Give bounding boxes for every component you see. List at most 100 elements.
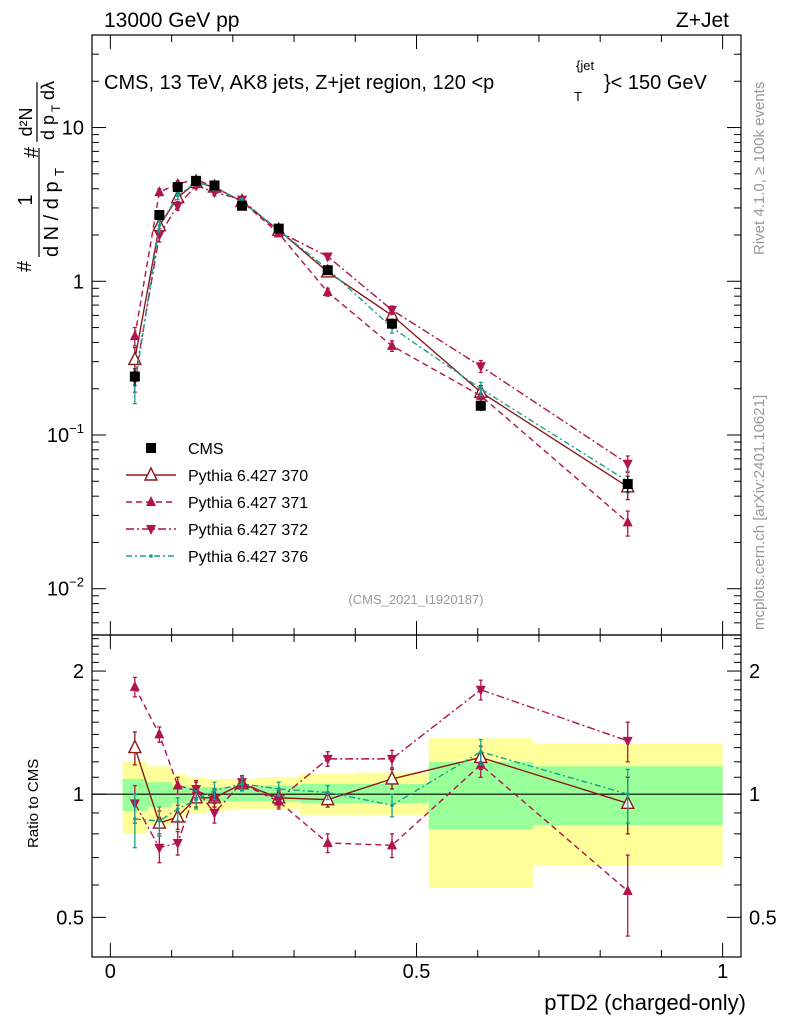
legend-cms: CMS bbox=[146, 441, 224, 458]
header-left: 13000 GeV pp bbox=[104, 9, 239, 32]
legend-pythia-6-427-376-marker bbox=[149, 554, 153, 558]
ratio-pythia-6-427-372-point bbox=[322, 754, 333, 765]
ratio-pythia-6-427-372-point bbox=[209, 808, 220, 819]
ratio-ytick-label: 0.5 bbox=[56, 907, 84, 929]
main-pythia-6-427-371-point bbox=[387, 339, 398, 350]
y-label-hash: # bbox=[14, 260, 36, 272]
legend-pythia-6-427-370: Pythia 6.427 370 bbox=[126, 466, 308, 485]
main-cms-point bbox=[475, 400, 486, 411]
ratio-axis-label: Ratio to CMS bbox=[25, 759, 42, 848]
main-cms-point bbox=[154, 209, 165, 220]
legend-pythia-6-427-372-label: Pythia 6.427 372 bbox=[188, 522, 308, 539]
main-pythia-6-427-371-point bbox=[154, 186, 165, 197]
main-series-layer bbox=[127, 173, 635, 537]
ratio-pythia-6-427-372-point bbox=[622, 736, 633, 747]
legend-pythia-6-427-371-label: Pythia 6.427 371 bbox=[188, 495, 308, 512]
ratio-pythia-6-427-371-point bbox=[387, 839, 398, 850]
ratio-series-layer bbox=[127, 676, 635, 937]
main-pythia-6-427-376-point bbox=[478, 386, 483, 391]
ratio-pythia-6-427-376-point bbox=[133, 817, 137, 821]
header-right: Z+Jet bbox=[676, 9, 729, 32]
ratio-pythia-6-427-370-point bbox=[127, 739, 142, 754]
main-pythia-6-427-372 bbox=[129, 181, 633, 474]
ratio-ytick-label-right: 2 bbox=[749, 661, 760, 683]
legend-pythia-6-427-372-marker bbox=[146, 525, 156, 535]
y-label-hash2: # bbox=[21, 146, 43, 158]
main-pythia-6-427-371-point bbox=[622, 516, 633, 527]
main-ytick-label: 10 bbox=[62, 118, 84, 140]
legend-pythia-6-427-376: Pythia 6.427 376 bbox=[126, 549, 308, 566]
main-ytick-label: 1 bbox=[73, 271, 84, 293]
ratio-pythia-6-427-372-point bbox=[172, 838, 183, 849]
ratio-pythia-6-427-371-point bbox=[622, 884, 633, 895]
y-label-inner-den-sub: T bbox=[49, 104, 63, 112]
ratio-pythia-6-427-376-point bbox=[157, 819, 162, 823]
legend-pythia-6-427-370-label: Pythia 6.427 370 bbox=[188, 468, 308, 485]
x-tick-label: 0 bbox=[105, 961, 116, 983]
legend-cms-marker bbox=[146, 443, 156, 453]
y-label-tail: dλ bbox=[38, 81, 58, 100]
main-axis-ticks: 10−2 10−1 1 10 bbox=[47, 34, 741, 957]
main-cms-point bbox=[273, 223, 284, 234]
ratio-pythia-6-427-372-point bbox=[387, 754, 398, 765]
main-panel-frame bbox=[91, 34, 742, 636]
main-cms-point bbox=[387, 318, 398, 329]
plot-title: CMS, 13 TeV, AK8 jets, Z+jet region, 120… bbox=[104, 58, 708, 104]
main-pythia-6-427-371-point bbox=[129, 330, 140, 341]
y-label-den: d N / d p bbox=[41, 181, 63, 257]
main-pythia-6-427-372-line bbox=[134, 184, 629, 465]
plot-title-main: CMS, 13 TeV, AK8 jets, Z+jet region, 120… bbox=[104, 72, 494, 94]
main-pythia-6-427-372-point bbox=[475, 362, 486, 373]
x-tick-label: 0.5 bbox=[403, 961, 431, 983]
x-tick-label: 1 bbox=[717, 961, 728, 983]
ratio-pythia-6-427-372-point bbox=[273, 795, 284, 806]
ratio-pythia-6-427-372-point bbox=[475, 685, 486, 696]
ratio-ytick-label-right: 1 bbox=[749, 784, 760, 806]
main-pythia-6-427-376-point bbox=[157, 223, 162, 228]
ratio-ytick-label: 2 bbox=[73, 661, 84, 683]
ratio-pythia-6-427-376-point bbox=[625, 792, 630, 797]
ratio-pythia-6-427-376-point bbox=[175, 807, 180, 811]
ratio-pythia-6-427-371-point bbox=[172, 779, 183, 790]
mcplots-label: mcplots.cern.ch [arXiv:2401.10621] bbox=[751, 395, 768, 630]
ratio-pythia-6-427-376-point bbox=[194, 797, 198, 802]
analysis-tag: (CMS_2021_I1920187) bbox=[348, 592, 483, 607]
legend-pythia-6-427-371: Pythia 6.427 371 bbox=[126, 495, 308, 512]
ratio-pythia-6-427-376-point bbox=[390, 803, 394, 807]
main-pythia-6-427-372-point bbox=[622, 459, 633, 470]
legend-pythia-6-427-372: Pythia 6.427 372 bbox=[126, 522, 308, 539]
ratio-pythia-6-427-371-point bbox=[322, 836, 333, 847]
main-pythia-6-427-372-point bbox=[154, 231, 165, 241]
rivet-label: Rivet 4.1.0, ≥ 100k events bbox=[751, 82, 768, 255]
x-axis-label: pTD2 (charged-only) bbox=[544, 990, 746, 1015]
ratio-ytick-label-right: 0.5 bbox=[749, 907, 777, 929]
y-axis-label: # 1 d N / d p T # d²N d p T dλ bbox=[14, 81, 67, 272]
ratio-axis-ticks: 0.5 0.5 1 1 2 2 bbox=[56, 638, 777, 958]
ratio-ytick-label: 1 bbox=[73, 784, 84, 806]
ratio-pythia-6-427-376-point bbox=[212, 788, 217, 793]
main-pythia-6-427-371-point bbox=[322, 286, 333, 297]
y-label-den-sub: T bbox=[52, 168, 67, 176]
legend: CMS Pythia 6.427 370 Pythia 6.427 371 Pythi… bbox=[126, 441, 308, 566]
main-pythia-6-427-372-point bbox=[387, 306, 398, 317]
legend-cms-label: CMS bbox=[188, 441, 224, 458]
ratio-pythia-6-427-371-point bbox=[129, 680, 140, 691]
main-cms bbox=[129, 175, 633, 493]
main-cms-point bbox=[622, 479, 633, 490]
ratio-pythia-6-427-376-point bbox=[240, 782, 244, 786]
plot-title-tail: }< 150 GeV bbox=[604, 72, 708, 94]
ratio-pythia-6-427-376-point bbox=[325, 790, 330, 795]
main-cms-point bbox=[191, 175, 202, 186]
main-cms-point bbox=[129, 371, 140, 382]
main-ytick-label: 10−1 bbox=[47, 421, 84, 447]
ratio-pythia-6-427-372-point bbox=[154, 843, 165, 854]
legend-pythia-6-427-376-label: Pythia 6.427 376 bbox=[188, 549, 308, 566]
y-label-inner-den: d p bbox=[38, 115, 58, 140]
ratio-pythia-6-427-372-point bbox=[191, 784, 202, 795]
ratio-pythia-6-427-376 bbox=[132, 738, 630, 849]
plot-title-sup: {jet bbox=[576, 58, 594, 73]
main-pythia-6-427-376-point bbox=[175, 193, 180, 198]
x-tick-labels: 0 0.5 1 bbox=[105, 961, 728, 983]
ratio-pythia-6-427-376-point bbox=[478, 749, 483, 754]
